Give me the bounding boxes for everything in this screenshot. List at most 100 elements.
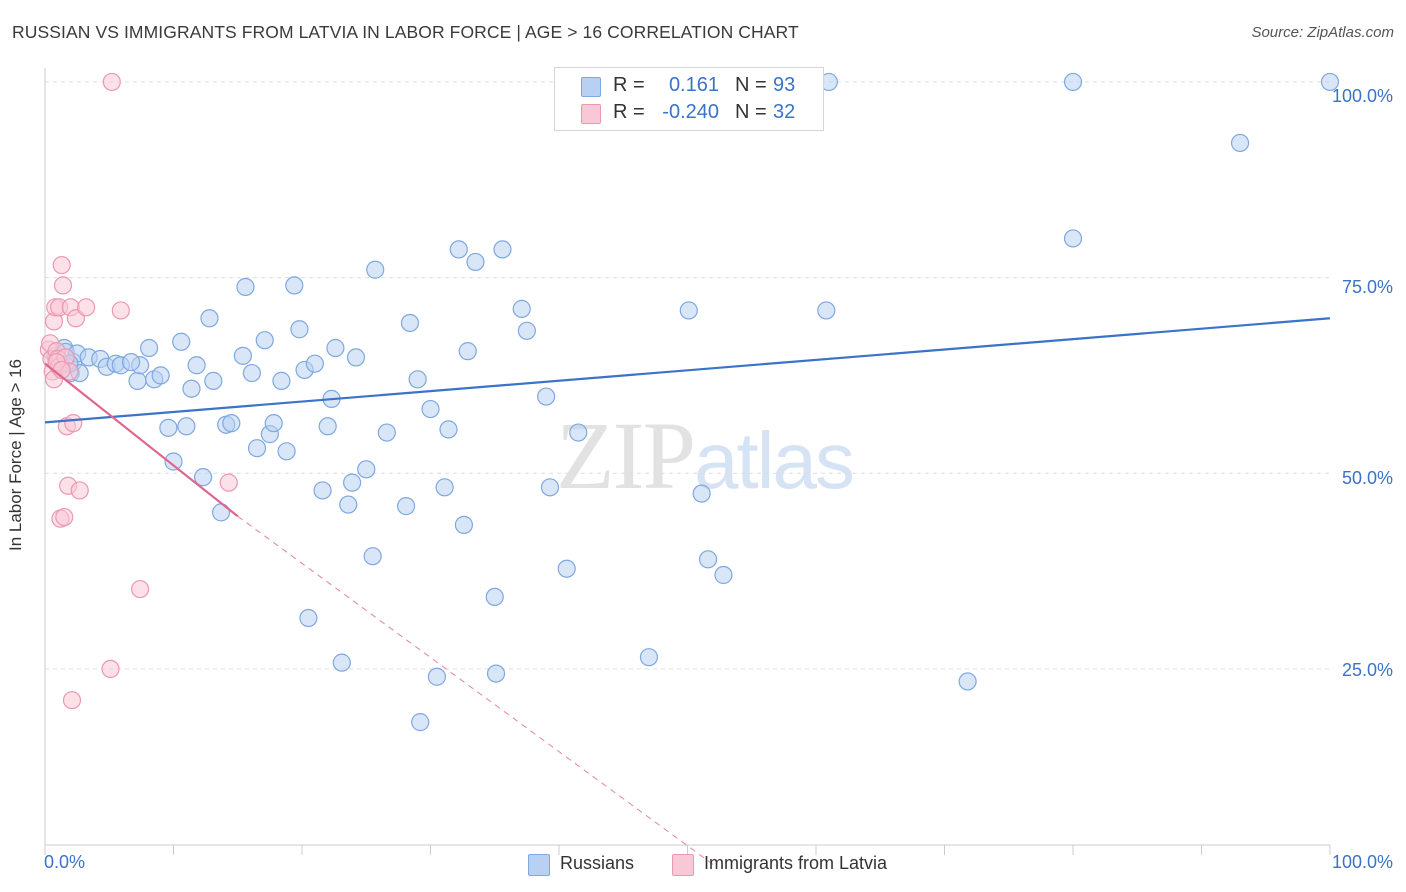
watermark-zip: ZIP [556, 402, 696, 509]
russians-point [540, 478, 560, 497]
latvia-point [64, 414, 83, 433]
trend-lines [44, 317, 1331, 865]
russians-point [396, 497, 416, 516]
russians-point [408, 370, 427, 389]
russians-point [1230, 133, 1250, 153]
russians-point [537, 387, 556, 406]
russians-point [512, 299, 531, 318]
russians-point [159, 418, 178, 437]
russians-point [958, 672, 977, 691]
legend-label-russians: Russians [560, 853, 635, 873]
latvia-point [102, 72, 121, 92]
y-tick-label-50: 50.0% [1341, 468, 1393, 488]
russians-point [193, 468, 213, 487]
russians-point [318, 417, 337, 436]
watermark: ZIPatlas [556, 400, 855, 511]
russians-point [427, 667, 447, 686]
russians-point [400, 313, 420, 333]
latvia-point [219, 473, 238, 492]
russians-point [698, 550, 718, 569]
latvia-point [52, 255, 71, 275]
russians-points [46, 72, 1340, 732]
russians-point [139, 338, 159, 358]
legend-swatch-russians [528, 854, 550, 876]
russians-point [377, 423, 396, 442]
chart-title: RUSSIAN VS IMMIGRANTS FROM LATVIA IN LAB… [12, 22, 799, 42]
russians-point [1063, 229, 1083, 248]
russians-point [411, 713, 430, 732]
russians-point [366, 260, 385, 279]
legend-swatch-blue [581, 77, 601, 97]
russians-point [305, 354, 324, 373]
russians-point [255, 331, 274, 350]
russians-point [466, 252, 485, 272]
russians-point [692, 484, 711, 503]
russians-point [357, 460, 376, 479]
russians-point [121, 353, 141, 372]
series-legend: Russians Immigrants from Latvia [0, 853, 1406, 877]
russians-point [204, 371, 223, 390]
russians-point [679, 301, 698, 320]
russians-point [493, 240, 512, 259]
grid-lines [45, 81, 1330, 670]
russians-point [557, 559, 576, 578]
watermark-atlas: atlas [694, 416, 855, 505]
russians-point [569, 423, 588, 442]
latvia-point [55, 507, 74, 527]
russians-point [233, 346, 252, 365]
latvia-point [130, 579, 150, 599]
russians-point [332, 653, 351, 672]
latvia-point [77, 298, 96, 317]
y-tick-label-75: 75.0% [1341, 277, 1393, 297]
russians-point [164, 452, 183, 471]
latvia-point [101, 659, 120, 679]
russians-point [272, 371, 291, 390]
russians-point [346, 348, 366, 367]
russians-point [639, 648, 659, 667]
latvia-point [70, 481, 89, 500]
russians-point [454, 515, 474, 534]
russians-point [187, 356, 206, 375]
y-tick-label-25: 25.0% [1341, 660, 1393, 680]
legend-r-value: -0.240 [662, 101, 719, 123]
russians-point [486, 664, 506, 683]
latvia-point [111, 301, 130, 320]
russians-point [247, 439, 267, 458]
russians-point [222, 414, 241, 433]
russians-point [714, 565, 733, 585]
legend-r-label: R = [613, 74, 645, 96]
legend-n-label: N = [735, 74, 767, 96]
russians-point [200, 309, 219, 328]
russians-point [326, 338, 345, 358]
russians-point [339, 495, 358, 514]
y-axis-label: In Labor Force | Age > 16 [6, 358, 25, 552]
russians-point [285, 276, 304, 295]
x-tick-label-max: 100.0% [1331, 852, 1393, 872]
russians-point [182, 379, 201, 398]
russians-point [343, 473, 362, 492]
legend-label-latvia: Immigrants from Latvia [704, 853, 888, 873]
latvia-point [53, 276, 73, 295]
legend-n-value: 93 [773, 74, 796, 96]
russians-point [313, 481, 332, 500]
legend-swatch-latvia [672, 854, 694, 876]
axes [44, 68, 1331, 855]
russians-point [264, 414, 283, 433]
russians-point [1063, 72, 1083, 92]
legend-swatch-pink [581, 104, 601, 124]
russians-point [172, 332, 191, 351]
russians-point [458, 342, 477, 361]
russians-point [277, 442, 296, 461]
latvia-trend-extension [237, 515, 714, 865]
russians-point [290, 320, 309, 339]
russians-point [435, 478, 454, 497]
x-tick-label-min: 0.0% [44, 852, 86, 872]
stats-legend: R = 0.161 N = 93 R = -0.240 N = 32 [554, 67, 824, 131]
source-label: Source: ZipAtlas.com [1251, 24, 1394, 41]
legend-r-label: R = [613, 101, 645, 123]
russians-point [242, 363, 261, 383]
russians-point [128, 371, 147, 390]
russians-point [485, 587, 504, 606]
russians-point [517, 321, 536, 340]
